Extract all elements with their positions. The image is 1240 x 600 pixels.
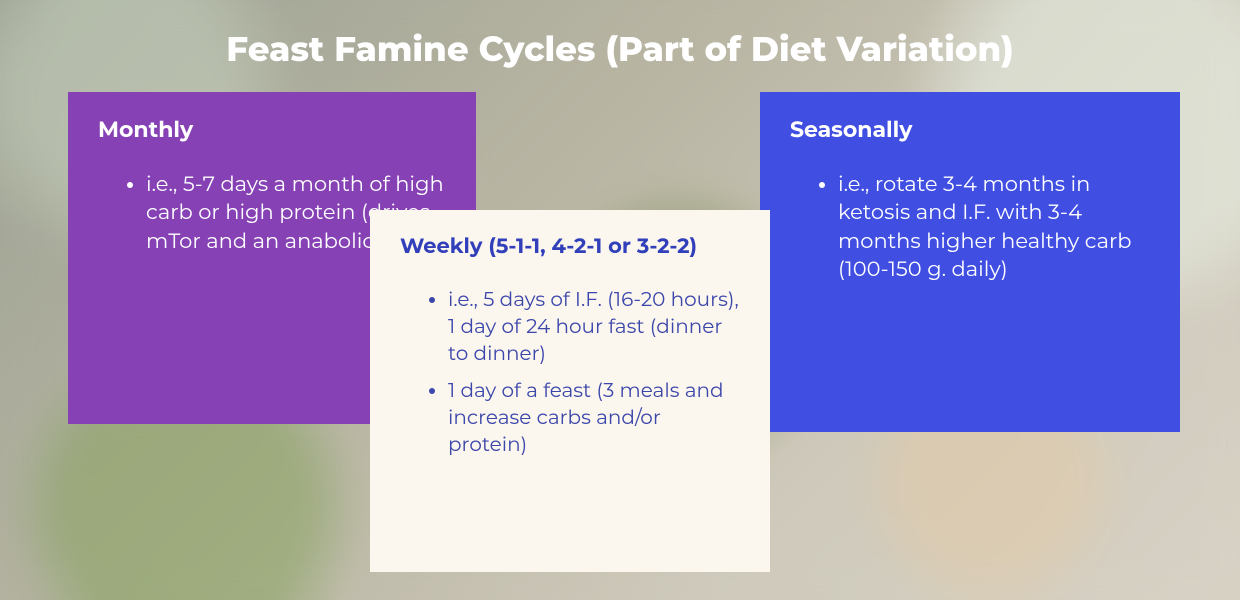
card-seasonally: Seasonally i.e., rotate 3-4 months in ke… <box>760 92 1180 432</box>
card-weekly-list: i.e., 5 days of I.F. (16-20 hours), 1 da… <box>400 287 740 459</box>
slide-stage: Feast Famine Cycles (Part of Diet Variat… <box>0 0 1240 600</box>
list-item: 1 day of a feast (3 meals and increase c… <box>448 378 740 459</box>
card-monthly-heading: Monthly <box>98 116 446 143</box>
card-weekly: Weekly (5-1-1, 4-2-1 or 3-2-2) i.e., 5 d… <box>370 210 770 572</box>
card-seasonally-heading: Seasonally <box>790 116 1150 143</box>
card-seasonally-list: i.e., rotate 3-4 months in ketosis and I… <box>790 171 1150 284</box>
card-weekly-heading: Weekly (5-1-1, 4-2-1 or 3-2-2) <box>400 234 740 259</box>
list-item: i.e., 5 days of I.F. (16-20 hours), 1 da… <box>448 287 740 368</box>
slide-title: Feast Famine Cycles (Part of Diet Variat… <box>0 28 1240 70</box>
list-item: i.e., rotate 3-4 months in ketosis and I… <box>838 171 1150 284</box>
